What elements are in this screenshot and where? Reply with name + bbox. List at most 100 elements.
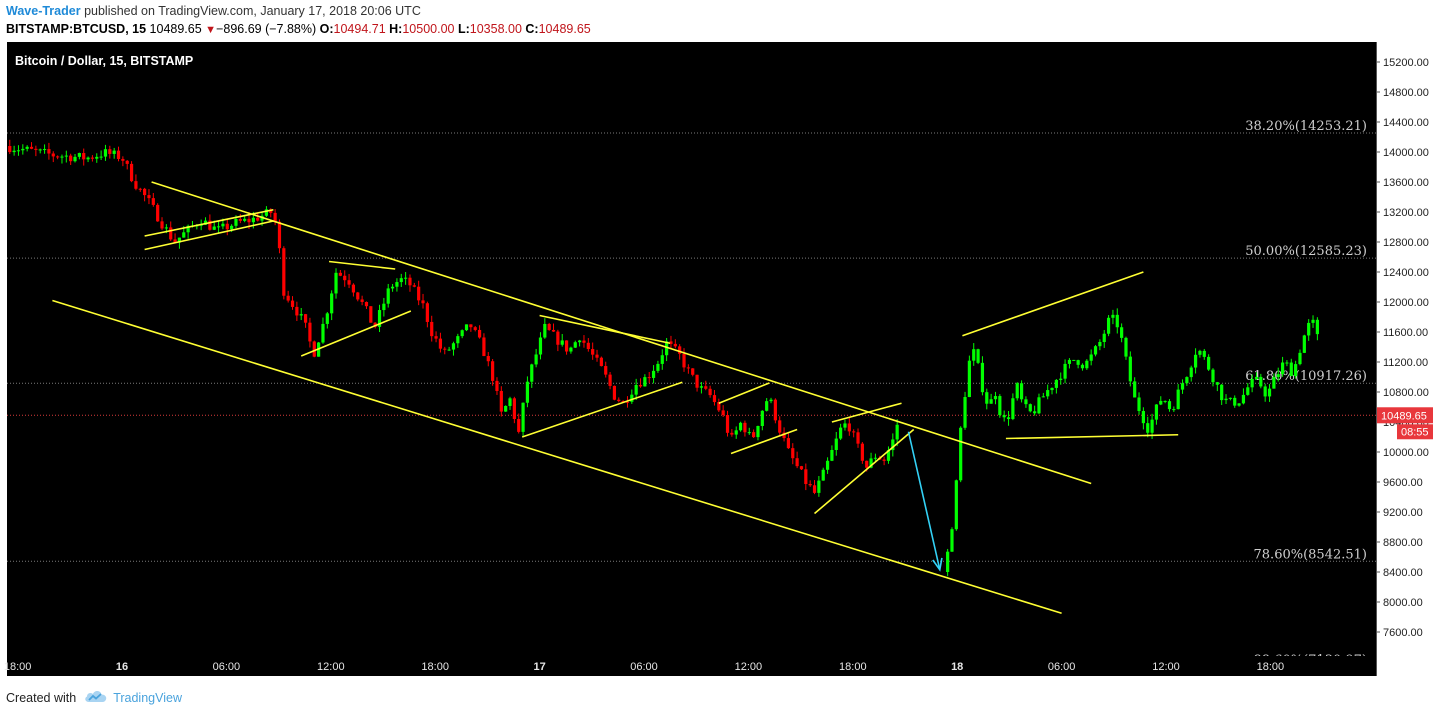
candle[interactable] [491,358,495,386]
candle[interactable] [812,480,817,495]
candle[interactable] [1298,349,1302,366]
candle[interactable] [295,301,299,322]
candle[interactable] [173,233,177,244]
candle[interactable] [469,324,473,332]
trend-line-flag-2-upper[interactable] [328,260,396,270]
candle[interactable] [404,272,408,285]
candle[interactable] [338,270,342,277]
candle[interactable] [660,349,664,370]
candle[interactable] [282,246,286,300]
candle[interactable] [1128,351,1132,387]
candle[interactable] [873,453,878,462]
candle[interactable] [1093,344,1098,357]
candle[interactable] [1124,336,1128,360]
candle[interactable] [721,405,725,417]
candle[interactable] [1011,393,1015,421]
candle[interactable] [1215,381,1219,392]
candle[interactable] [1037,393,1041,415]
candle[interactable] [1193,348,1198,374]
candle[interactable] [360,295,364,306]
candle[interactable] [1172,406,1176,412]
candle[interactable] [8,139,12,155]
candle[interactable] [795,451,799,469]
candle[interactable] [817,475,821,497]
candle[interactable] [1307,319,1311,341]
candle[interactable] [1115,308,1119,334]
candle[interactable] [556,329,560,352]
candle[interactable] [738,421,743,432]
candle[interactable] [1263,383,1267,402]
candle[interactable] [116,146,121,162]
candle[interactable] [290,296,295,310]
candle[interactable] [1028,403,1032,413]
candle[interactable] [1102,330,1106,348]
candle[interactable] [364,301,369,309]
candle[interactable] [786,433,791,449]
candle[interactable] [725,410,730,437]
candle[interactable] [464,324,469,332]
candle[interactable] [959,426,963,483]
candle[interactable] [886,446,891,464]
candle[interactable] [985,388,989,410]
candle[interactable] [843,419,847,431]
candle[interactable] [25,145,29,152]
candle[interactable] [1111,309,1115,325]
candle[interactable] [765,398,769,412]
candle[interactable] [1106,315,1111,337]
candle[interactable] [138,187,142,192]
candle[interactable] [408,274,412,292]
candle[interactable] [369,306,373,323]
candle[interactable] [582,335,586,348]
candle[interactable] [134,174,138,191]
candle[interactable] [16,145,21,156]
candle[interactable] [1046,384,1050,400]
candle[interactable] [447,346,451,351]
candle[interactable] [1120,323,1124,343]
candle[interactable] [712,390,717,406]
candle[interactable] [243,215,247,223]
candle[interactable] [625,396,630,408]
candle[interactable] [1272,373,1276,389]
candle[interactable] [430,315,434,342]
candle[interactable] [993,391,998,405]
candle[interactable] [1146,416,1150,438]
candle[interactable] [954,479,958,531]
candle[interactable] [976,348,980,365]
candle[interactable] [143,187,147,202]
candle[interactable] [1280,356,1285,377]
candle[interactable] [1285,360,1289,367]
candle[interactable] [56,155,60,160]
trend-line-wedge-lower[interactable] [814,428,915,515]
candle[interactable] [69,153,73,165]
candle[interactable] [608,372,612,390]
candle[interactable] [1067,358,1072,369]
candle[interactable] [695,374,699,392]
candle[interactable] [989,393,993,404]
candle[interactable] [1006,411,1011,426]
candle[interactable] [382,297,386,317]
candle[interactable] [34,145,38,157]
candle[interactable] [103,144,108,161]
candle[interactable] [347,273,351,289]
candle[interactable] [538,332,543,360]
candle[interactable] [752,429,756,438]
candle[interactable] [821,467,825,481]
candle[interactable] [1041,392,1045,398]
candle[interactable] [998,394,1002,418]
candle[interactable] [1033,405,1037,416]
candle[interactable] [612,385,617,401]
candle[interactable] [343,270,347,287]
trend-line-flag-4-lower[interactable] [730,428,798,455]
candle[interactable] [617,397,621,403]
candle[interactable] [895,419,899,447]
candle[interactable] [1141,407,1145,430]
candle[interactable] [395,278,399,292]
projection-arrow[interactable] [907,431,943,572]
candle[interactable] [1024,396,1028,408]
candle[interactable] [591,342,595,360]
candle[interactable] [1167,399,1172,412]
candle[interactable] [386,283,390,308]
candle[interactable] [495,377,499,395]
candle[interactable] [121,156,125,167]
candle[interactable] [330,290,334,321]
